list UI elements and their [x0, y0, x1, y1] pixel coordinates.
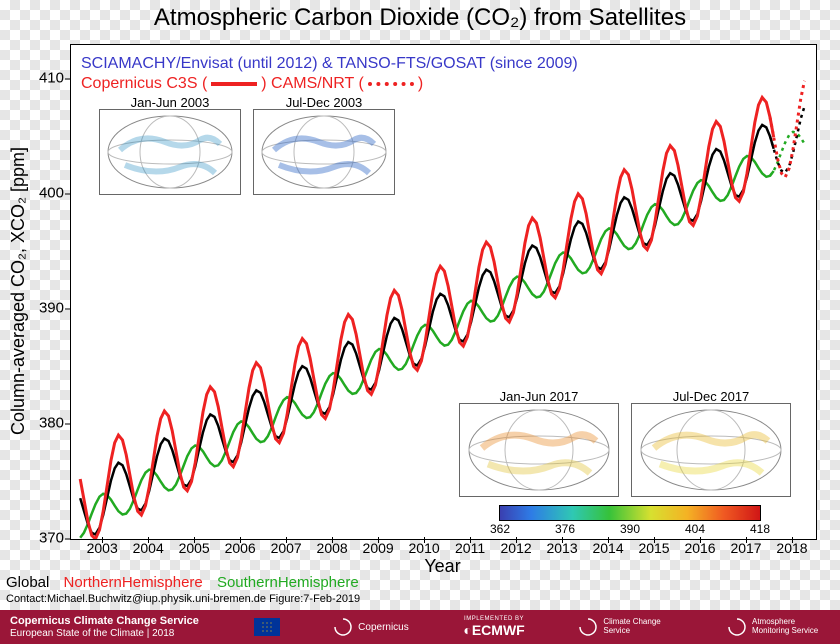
y-tick: 400 — [14, 185, 64, 202]
footer-title-block: Copernicus Climate Change Service Europe… — [10, 615, 199, 638]
map-inset-jul-dec-2017: Jul-Dec 2017 — [631, 403, 791, 497]
legend-southern: SouthernHemisphere — [217, 574, 359, 591]
x-tick: 2006 — [220, 540, 260, 556]
y-tick: 390 — [14, 300, 64, 317]
map-inset-label: Jan-Jun 2017 — [460, 389, 618, 404]
eu-logo — [254, 618, 280, 636]
chart-title: Atmospheric Carbon Dioxide (CO₂) from Sa… — [0, 4, 840, 32]
footer-title: Copernicus Climate Change Service — [10, 615, 199, 627]
map-inset-label: Jul-Dec 2017 — [632, 389, 790, 404]
footer-logo-text: Copernicus — [358, 622, 409, 633]
map-inset-jul-dec-2003: Jul-Dec 2003 — [253, 109, 395, 195]
footer-logo-text: Atmosphere Monitoring Service — [752, 618, 830, 636]
copernicus-swirl-icon — [579, 618, 597, 636]
legend-northern: NorthernHemisphere — [64, 574, 203, 591]
eu-flag-icon — [254, 618, 280, 636]
x-tick: 2005 — [174, 540, 214, 556]
c3s-logo: Climate Change Service — [579, 618, 673, 636]
plot-area: SCIAMACHY/Envisat (until 2012) & TANSO-F… — [70, 44, 817, 540]
legend-global: Global — [6, 574, 49, 591]
x-tick: 2013 — [542, 540, 582, 556]
x-tick: 2016 — [680, 540, 720, 556]
x-tick: 2015 — [634, 540, 674, 556]
x-tick: 2012 — [496, 540, 536, 556]
colorbar: 362376390404418 — [499, 505, 761, 521]
globe-icon — [632, 404, 790, 496]
ecmwf-globe-icon: ◐ — [463, 622, 471, 638]
y-tick: 370 — [14, 530, 64, 547]
x-tick: 2008 — [312, 540, 352, 556]
x-tick: 2010 — [404, 540, 444, 556]
x-tick: 2018 — [772, 540, 812, 556]
globe-icon — [460, 404, 618, 496]
x-tick: 2007 — [266, 540, 306, 556]
x-tick: 2017 — [726, 540, 766, 556]
footer-logo-text: Climate Change Service — [603, 618, 673, 636]
footer-logo-text: ECMWF — [472, 622, 525, 638]
map-inset-jan-jun-2003: Jan-Jun 2003 — [99, 109, 241, 195]
cams-logo: Atmosphere Monitoring Service — [728, 618, 830, 636]
globe-icon — [254, 110, 394, 194]
series-legend: Global NorthernHemisphere SouthernHemisp… — [6, 574, 369, 591]
colorbar-tick: 404 — [685, 522, 705, 536]
colorbar-tick: 390 — [620, 522, 640, 536]
x-tick: 2004 — [128, 540, 168, 556]
map-inset-label: Jan-Jun 2003 — [100, 95, 240, 110]
map-inset-jan-jun-2017: Jan-Jun 2017 — [459, 403, 619, 497]
ecmwf-logo: IMPLEMENTED BY ◐ECMWF — [463, 616, 524, 638]
y-axis-label: Column-averaged CO₂, XCO₂ [ppm] — [8, 44, 29, 538]
colorbar-tick: 362 — [490, 522, 510, 536]
footer-subtitle: European State of the Climate | 2018 — [10, 628, 199, 639]
globe-icon — [100, 110, 240, 194]
map-inset-label: Jul-Dec 2003 — [254, 95, 394, 110]
copernicus-swirl-icon — [334, 618, 352, 636]
x-tick: 2009 — [358, 540, 398, 556]
copernicus-swirl-icon — [728, 618, 746, 636]
contact-line: Contact:Michael.Buchwitz@iup.physik.uni-… — [6, 593, 360, 605]
x-tick: 2003 — [82, 540, 122, 556]
x-tick: 2011 — [450, 540, 490, 556]
footer-bar: Copernicus Climate Change Service Europe… — [0, 610, 840, 644]
copernicus-logo: Copernicus — [334, 618, 409, 636]
y-tick: 410 — [14, 70, 64, 87]
y-tick: 380 — [14, 415, 64, 432]
colorbar-tick: 376 — [555, 522, 575, 536]
figure-root: Atmospheric Carbon Dioxide (CO₂) from Sa… — [0, 0, 840, 644]
x-tick: 2014 — [588, 540, 628, 556]
colorbar-tick: 418 — [750, 522, 770, 536]
